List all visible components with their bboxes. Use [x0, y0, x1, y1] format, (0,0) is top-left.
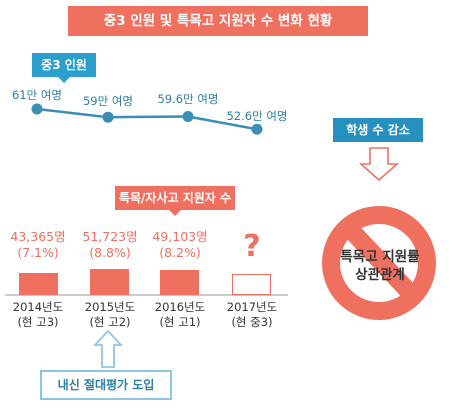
bar-value-text: 43,365명	[10, 229, 66, 244]
line-point-2017년도	[251, 123, 263, 135]
point-label-2014: 61만 여명	[11, 88, 63, 102]
prohibition-text: 특목고 지원률 상관관계	[340, 249, 420, 283]
page-title: 중3 인원 및 특목고 지원자 수 변화 현황	[68, 6, 368, 36]
year-label-2016: 2016년도 (현 고1)	[155, 300, 205, 330]
point-label-2016: 59.6만 여명	[157, 92, 219, 106]
year-text: 2017년도	[226, 300, 278, 314]
prohibition-icon	[322, 206, 436, 320]
grade-note: (현 고3)	[17, 315, 59, 329]
bar-2014	[19, 273, 58, 295]
grade-note: (현 중3)	[231, 315, 273, 329]
grade-note: (현 고2)	[89, 315, 131, 329]
year-label-2015: 2015년도 (현 고2)	[85, 300, 135, 330]
enrollment-line	[36, 107, 258, 131]
bar-value-text: 49,103명	[152, 229, 208, 244]
decline-tag: 학생 수 감소	[333, 118, 423, 142]
down-arrow-icon	[358, 147, 400, 182]
bar-2015	[90, 269, 129, 295]
year-text: 2015년도	[84, 300, 136, 314]
year-label-2014: 2014년도 (현 고3)	[13, 300, 63, 330]
bar-2016	[160, 270, 199, 295]
line-point-2016년도	[182, 111, 194, 123]
policy-box: 내신 절대평가 도입	[40, 370, 172, 400]
bar-value-2016: 49,103명 (8.2%)	[152, 229, 207, 261]
bar-percent-text: (8.2%)	[159, 245, 201, 260]
point-label-2015: 59만 여명	[82, 94, 134, 108]
grade-note: (현 고1)	[159, 315, 201, 329]
year-label-2017: 2017년도 (현 중3)	[227, 300, 277, 330]
unknown-value-mark: ?	[243, 229, 261, 264]
bar-chart-title: 특목/자사고 지원자 수	[115, 186, 235, 216]
year-text: 2016년도	[154, 300, 206, 314]
bar-percent-text: (7.1%)	[17, 245, 59, 260]
point-label-2017: 52.6만 여명	[226, 109, 288, 123]
line-chart-title: 중3 인원	[32, 53, 96, 83]
year-text: 2014년도	[12, 300, 64, 314]
bar-value-2015: 51,723명 (8.8%)	[82, 229, 137, 261]
bar-value-text: 51,723명	[82, 229, 138, 244]
line-point-2014년도	[31, 103, 43, 115]
line-point-2015년도	[102, 111, 114, 123]
bar-2017-empty	[232, 274, 271, 295]
bar-percent-text: (8.8%)	[89, 245, 131, 260]
up-arrow-icon	[92, 329, 124, 368]
bar-value-2014: 43,365명 (7.1%)	[10, 229, 65, 261]
